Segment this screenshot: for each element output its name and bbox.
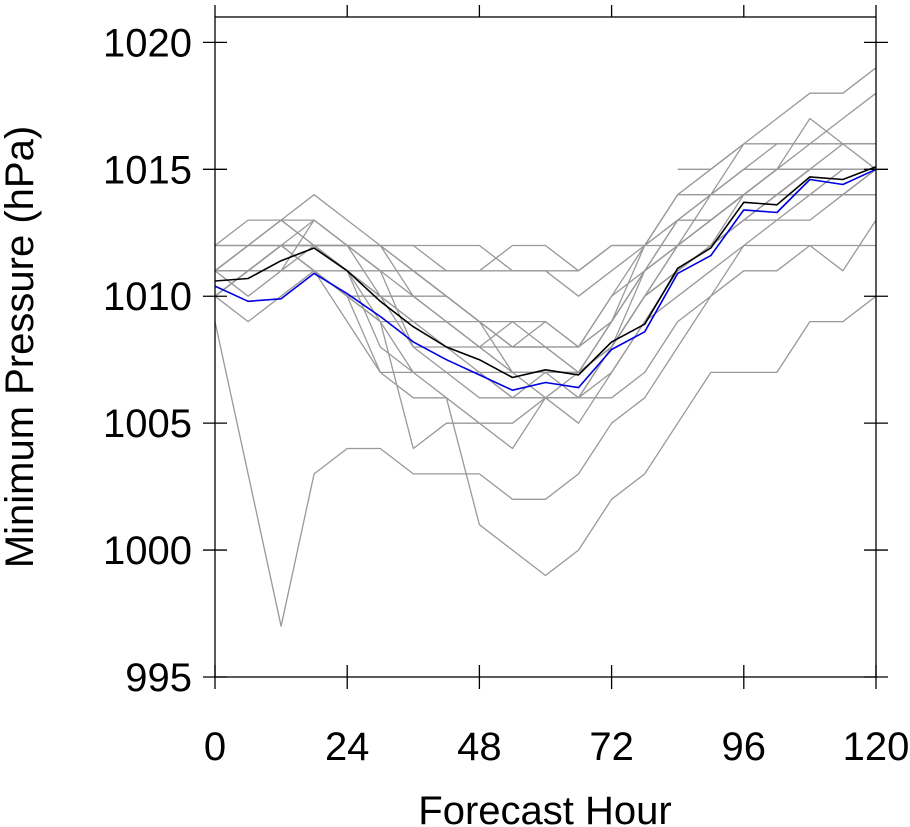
x-tick-label-0: 0 (204, 725, 226, 769)
y-tick-label-995: 995 (125, 656, 192, 700)
y-tick-label-1005: 1005 (103, 402, 192, 446)
control-run-line (214, 168, 877, 391)
ensemble-member-line-13 (215, 168, 876, 399)
y-tick-label-1020: 1020 (103, 21, 192, 65)
axis-ticks (203, 5, 888, 689)
highlight-lines (214, 166, 877, 391)
x-tick-labels: 0 24 48 72 96 120 (204, 725, 910, 769)
ensemble-member-line-21 (677, 143, 876, 170)
ensemble-mean-line (214, 166, 877, 379)
x-tick-label-48: 48 (457, 725, 502, 769)
x-tick-label-72: 72 (589, 725, 634, 769)
ensemble-member-line-2 (214, 244, 877, 577)
x-tick-label-96: 96 (722, 725, 767, 769)
y-tick-labels: 995 1000 1005 1010 1015 1020 (103, 21, 192, 700)
y-axis-title: Minimum Pressure (hPa) (0, 126, 42, 568)
ensemble-member-lines (214, 67, 877, 627)
ensemble-member-line-3 (214, 219, 877, 450)
x-tick-label-120: 120 (843, 725, 910, 769)
y-tick-label-1010: 1010 (103, 275, 192, 319)
y-tick-label-1015: 1015 (103, 148, 192, 192)
ensemble-member-line-8 (214, 117, 877, 348)
ensemble-member-line-12 (214, 194, 876, 399)
ensemble-member-line-20 (215, 168, 876, 272)
ensemble-member-line-17 (214, 168, 876, 297)
ensemble-member-line-19 (214, 168, 876, 348)
plot-frame (214, 16, 877, 678)
x-tick-label-24: 24 (325, 725, 370, 769)
x-axis-title: Forecast Hour (418, 789, 671, 827)
y-tick-label-1000: 1000 (103, 529, 192, 573)
ensemble-member-line-7 (215, 143, 876, 272)
ensemble-member-line-15 (215, 194, 876, 399)
ensemble-member-line-1 (214, 168, 877, 627)
